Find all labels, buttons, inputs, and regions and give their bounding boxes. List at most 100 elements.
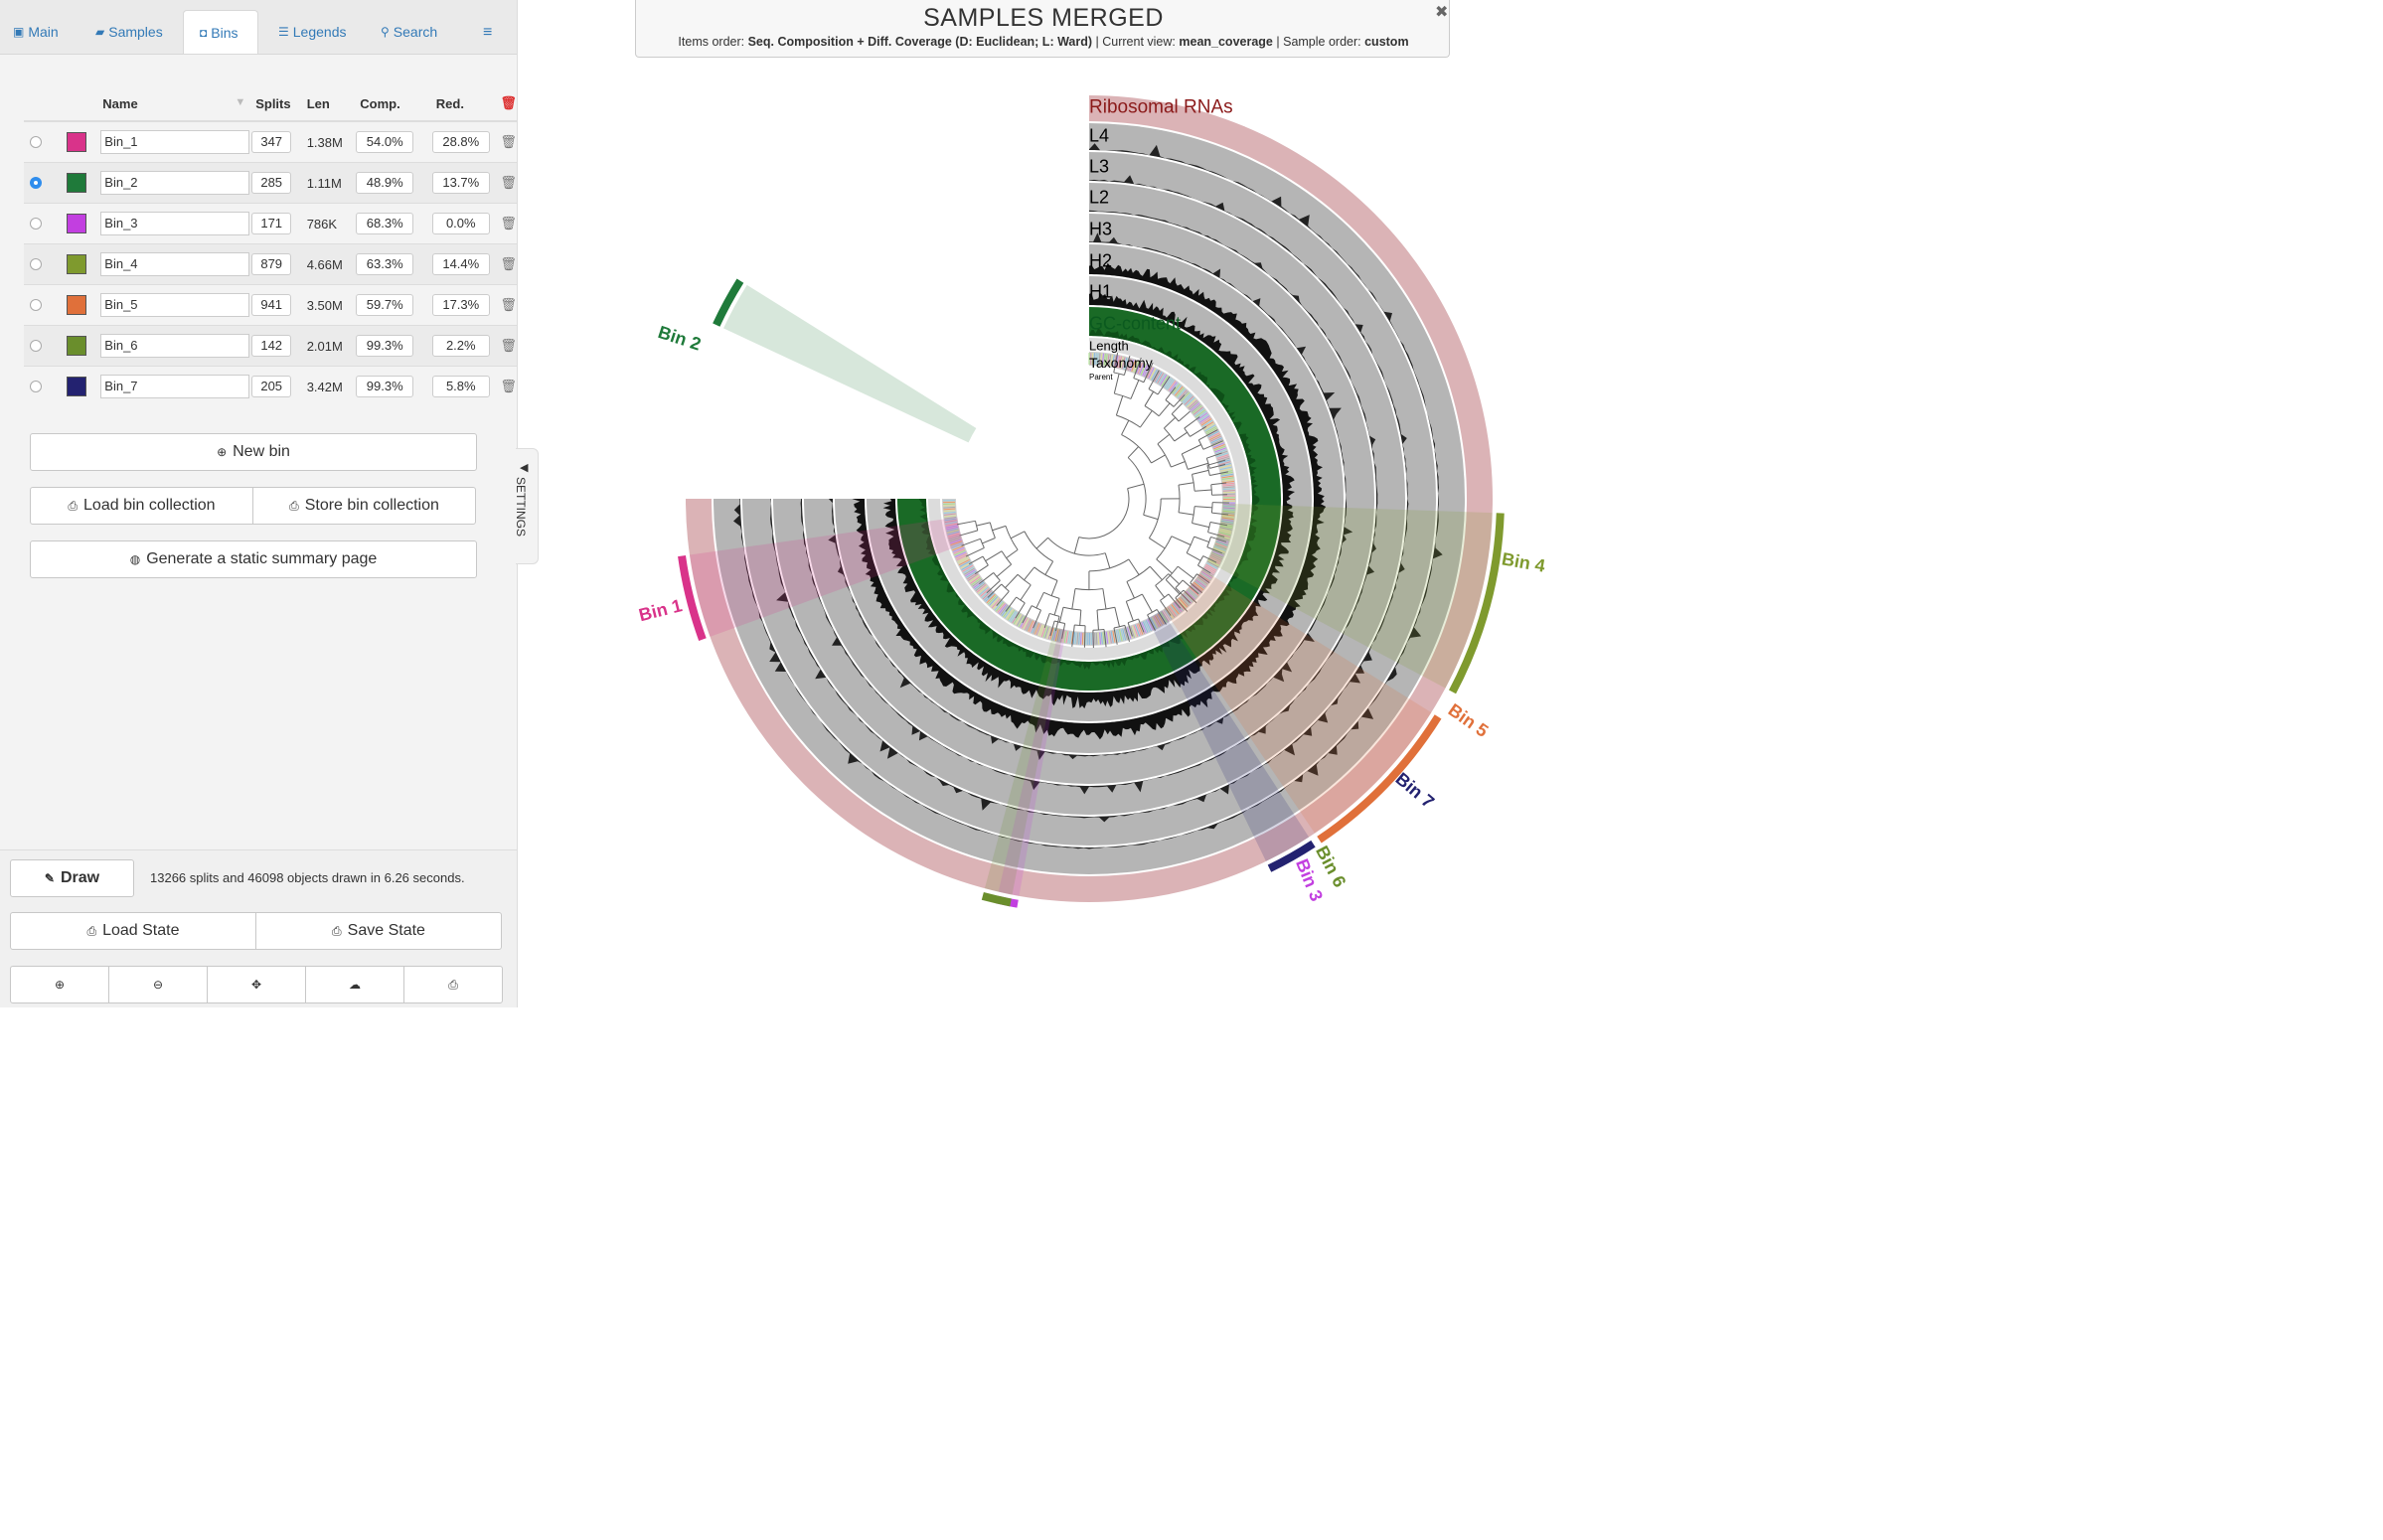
bin-name-input[interactable]: Bin_1 bbox=[100, 130, 250, 154]
bin-row[interactable]: Bin_6 142 2.01M 99.3% 2.2% 🗑 bbox=[24, 325, 517, 367]
taxonomy-tick bbox=[1069, 631, 1072, 644]
trash-icon[interactable]: 🗑 bbox=[500, 297, 517, 312]
tab-main[interactable]: ▣ Main bbox=[13, 10, 59, 54]
trash-icon[interactable]: 🗑 bbox=[500, 256, 517, 271]
bin-redundancy-button[interactable]: 0.0% bbox=[431, 213, 490, 234]
trash-icon[interactable]: 🗑 bbox=[500, 134, 517, 149]
taxonomy-tick bbox=[1136, 362, 1142, 374]
load-bin-collection-button[interactable]: ⎙ Load bin collection bbox=[30, 487, 253, 525]
name-header[interactable]: Name ▼ bbox=[92, 86, 252, 122]
bin-splits-button[interactable]: 879 bbox=[251, 253, 292, 275]
dendrogram-branch bbox=[1113, 373, 1120, 394]
bin-row[interactable]: Bin_4 879 4.66M 63.3% 14.4% 🗑 bbox=[24, 243, 517, 285]
taxonomy-tick bbox=[1217, 537, 1230, 541]
new-bin-button[interactable]: ⊕ New bin bbox=[30, 433, 477, 471]
bin-name-input[interactable]: Bin_7 bbox=[100, 375, 250, 398]
trash-icon[interactable]: 🗑 bbox=[500, 338, 517, 353]
bin-completion-button[interactable]: 48.9% bbox=[356, 172, 414, 194]
tab-samples[interactable]: ▰ Samples bbox=[95, 10, 163, 54]
bin-completion-button[interactable]: 63.3% bbox=[356, 253, 414, 275]
bin-radio[interactable] bbox=[30, 136, 42, 148]
taxonomy-tick bbox=[1216, 454, 1229, 459]
zoom-in-button[interactable]: ⊕ bbox=[10, 966, 109, 1003]
trash-icon[interactable]: 🗑 bbox=[500, 175, 517, 190]
bin-color-swatch[interactable] bbox=[67, 214, 87, 233]
trash-icon[interactable]: 🗑 bbox=[500, 379, 517, 393]
tab-legends[interactable]: ☰ Legends bbox=[278, 10, 346, 54]
dendrogram-branch bbox=[1157, 376, 1171, 395]
bin-redundancy-button[interactable]: 5.8% bbox=[431, 376, 490, 397]
save-svg-button[interactable]: ⎙ bbox=[403, 966, 503, 1003]
bin-splits-button[interactable]: 941 bbox=[251, 294, 292, 316]
taxonomy-tick bbox=[1081, 632, 1084, 645]
close-icon[interactable]: ✖ bbox=[1435, 4, 1449, 21]
taxonomy-tick bbox=[1213, 545, 1226, 551]
zoom-out-button[interactable]: ⊖ bbox=[108, 966, 208, 1003]
bin-row[interactable]: Bin_3 171 786K 68.3% 0.0% 🗑 bbox=[24, 203, 517, 244]
bin-row[interactable]: Bin_5 941 3.50M 59.7% 17.3% 🗑 bbox=[24, 284, 517, 326]
bin-radio[interactable] bbox=[30, 299, 42, 311]
bin-splits-button[interactable]: 285 bbox=[251, 172, 292, 194]
taxonomy-tick bbox=[1078, 632, 1081, 645]
dendrogram-branch bbox=[1156, 558, 1173, 574]
bin-delete-cell: 🗑 bbox=[500, 284, 517, 326]
upload-button[interactable]: ☁ bbox=[305, 966, 404, 1003]
menu-icon[interactable]: ≡ bbox=[483, 24, 493, 41]
trash-all-icon[interactable]: 🗑 bbox=[500, 95, 517, 110]
bin-completion-button[interactable]: 54.0% bbox=[356, 131, 414, 153]
bin-radio[interactable] bbox=[30, 258, 42, 270]
red-header: Red. bbox=[426, 86, 501, 122]
bin-name-input[interactable]: Bin_3 bbox=[100, 212, 250, 235]
bin-splits-button[interactable]: 171 bbox=[251, 213, 292, 234]
bin-row[interactable]: Bin_7 205 3.42M 99.3% 5.8% 🗑 bbox=[24, 366, 517, 406]
trash-icon[interactable]: 🗑 bbox=[500, 216, 517, 231]
triangle-left-icon[interactable]: ◀ bbox=[520, 462, 529, 474]
bin-color-swatch[interactable] bbox=[67, 295, 87, 315]
bin-radio[interactable] bbox=[30, 381, 42, 392]
store-bin-collection-button[interactable]: ⎙ Store bin collection bbox=[252, 487, 476, 525]
bin-splits-button[interactable]: 347 bbox=[251, 131, 292, 153]
bin-name-input[interactable]: Bin_6 bbox=[100, 334, 250, 358]
bin-redundancy-button[interactable]: 14.4% bbox=[431, 253, 490, 275]
bin-name-input[interactable]: Bin_4 bbox=[100, 252, 250, 276]
taxonomy-tick bbox=[1110, 354, 1114, 367]
bin-color-swatch[interactable] bbox=[67, 336, 87, 356]
draw-button[interactable]: ✎ Draw bbox=[10, 859, 134, 897]
bin-completion-button[interactable]: 99.3% bbox=[356, 335, 414, 357]
taxonomy-tick bbox=[943, 510, 956, 513]
bin-redundancy-button[interactable]: 13.7% bbox=[431, 172, 490, 194]
bin-radio[interactable] bbox=[30, 177, 42, 189]
bin-completion-button[interactable]: 59.7% bbox=[356, 294, 414, 316]
bin-redundancy-button[interactable]: 17.3% bbox=[431, 294, 490, 316]
load-state-button[interactable]: ⎙ Load State bbox=[10, 912, 256, 950]
taxonomy-tick bbox=[1196, 577, 1207, 586]
bin-radio[interactable] bbox=[30, 340, 42, 352]
center-button[interactable]: ✥ bbox=[207, 966, 306, 1003]
bin-redundancy-button[interactable]: 28.8% bbox=[431, 131, 490, 153]
static-summary-button[interactable]: ◍ Generate a static summary page bbox=[30, 540, 477, 578]
tab-search[interactable]: ⚲ Search bbox=[381, 10, 437, 54]
save-state-button[interactable]: ⎙ Save State bbox=[255, 912, 502, 950]
bin-row[interactable]: Bin_1 347 1.38M 54.0% 28.8% 🗑 bbox=[24, 120, 517, 163]
bin-splits-button[interactable]: 142 bbox=[251, 335, 292, 357]
circular-phylogram[interactable]: Ribosomal RNAs L4 L3 L2 H3 H2 H1 GC-content Leng… bbox=[518, 60, 1558, 1007]
bin-redundancy-button[interactable]: 2.2% bbox=[431, 335, 490, 357]
bin-row[interactable]: Bin_2 285 1.11M 48.9% 13.7% 🗑 bbox=[24, 162, 517, 204]
bin-color-swatch[interactable] bbox=[67, 173, 87, 193]
bin-radio[interactable] bbox=[30, 218, 42, 230]
bin-name-input[interactable]: Bin_5 bbox=[100, 293, 250, 317]
dendrogram-branch bbox=[1151, 454, 1166, 464]
sort-icon[interactable]: ▼ bbox=[235, 95, 246, 108]
taxonomy-tick bbox=[1205, 427, 1217, 435]
bin-completion-button[interactable]: 68.3% bbox=[356, 213, 414, 234]
bin-completion-button[interactable]: 99.3% bbox=[356, 376, 414, 397]
taxonomy-tick bbox=[1096, 353, 1099, 366]
settings-toggle[interactable] bbox=[516, 448, 539, 564]
bin-color-swatch[interactable] bbox=[67, 377, 87, 396]
layer-label: Length bbox=[1089, 339, 1129, 354]
bin-splits-button[interactable]: 205 bbox=[251, 376, 292, 397]
bin-color-swatch[interactable] bbox=[67, 254, 87, 274]
bin-name-input[interactable]: Bin_2 bbox=[100, 171, 250, 195]
tab-bins[interactable]: ◘ Bins bbox=[183, 10, 258, 54]
bin-color-swatch[interactable] bbox=[67, 132, 87, 152]
